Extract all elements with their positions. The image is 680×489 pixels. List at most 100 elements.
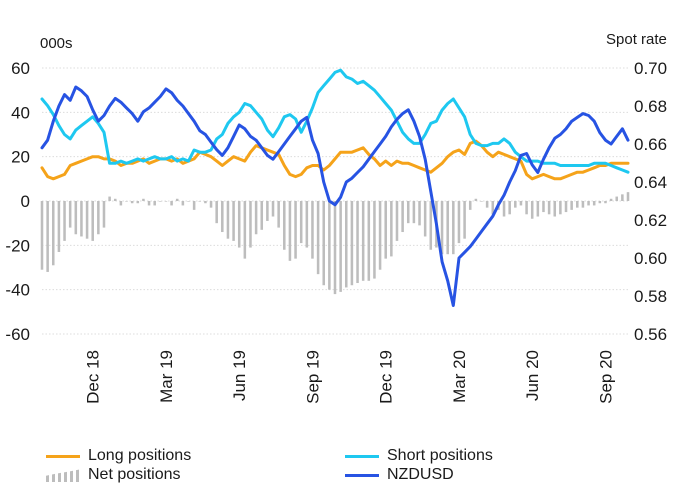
net-swatch — [46, 469, 80, 482]
net-position-bar — [108, 196, 111, 201]
net-position-bar — [390, 201, 393, 257]
net-position-bar — [581, 201, 585, 208]
net-position-bar — [626, 192, 630, 201]
left-tick-label: 60 — [11, 59, 30, 78]
net-position-bar — [463, 201, 466, 239]
net-position-bar — [113, 198, 117, 201]
net-position-bar — [530, 201, 534, 219]
net-position-bar — [254, 201, 258, 235]
x-tick-label: Dec 18 — [84, 350, 103, 404]
net-position-bar — [97, 201, 100, 235]
x-tick-label: Mar 20 — [450, 350, 469, 403]
net-position-bar — [384, 201, 387, 259]
net-position-bar — [294, 201, 297, 259]
net-position-bar — [175, 198, 179, 201]
net-position-bar — [215, 201, 218, 224]
net-position-bar — [130, 201, 134, 204]
legend-short: Short positions — [345, 447, 493, 465]
right-tick-label: 0.68 — [634, 97, 667, 116]
net-position-bar — [153, 201, 156, 206]
right-tick-label: 0.58 — [634, 287, 667, 306]
net-position-bar — [615, 196, 618, 201]
right-axis-unit: Spot rate — [606, 31, 667, 48]
legend-net: Net positions — [46, 466, 181, 484]
net-position-bar — [142, 198, 145, 201]
net-position-bar — [559, 201, 562, 215]
net-position-bar — [311, 201, 314, 259]
net-position-bar — [63, 201, 66, 241]
net-position-bar — [159, 201, 162, 202]
right-tick-label: 0.60 — [634, 249, 667, 268]
net-position-bar — [102, 201, 106, 228]
net-position-bar — [553, 201, 557, 217]
right-axis-ticks: 0.70 0.68 0.66 0.64 0.62 0.60 0.58 0.56 — [634, 59, 667, 344]
net-position-bar — [547, 201, 551, 215]
net-position-bar — [542, 201, 545, 213]
net-position-bar — [576, 201, 579, 208]
net-position-bar — [412, 201, 416, 224]
net-position-bar — [198, 201, 202, 202]
short-swatch — [345, 454, 379, 458]
net-position-bar — [491, 201, 495, 215]
series-lines — [40, 68, 630, 307]
net-position-bar — [621, 194, 624, 201]
net-position-bar — [299, 201, 303, 244]
net-position-bar — [367, 201, 371, 281]
net-position-bar — [322, 201, 325, 286]
net-position-bar — [266, 201, 269, 221]
net-position-bar — [277, 201, 280, 228]
net-position-bar — [356, 201, 359, 284]
net-position-bar — [271, 201, 275, 217]
nzdusd-swatch — [345, 473, 379, 477]
left-axis-ticks: 60 40 20 0 -20 -40 -60 — [5, 59, 30, 344]
legend-nzdusd-label: NZDUSD — [387, 466, 454, 483]
net-position-bar — [204, 201, 207, 204]
net-position-bar — [147, 201, 151, 206]
net-position-bar — [125, 201, 128, 202]
net-position-bar — [401, 201, 404, 233]
long-positions-line — [40, 139, 630, 181]
left-tick-label: 20 — [11, 148, 30, 167]
net-position-bar — [85, 201, 89, 239]
right-tick-label: 0.62 — [634, 211, 667, 230]
net-position-bar — [181, 201, 185, 206]
net-position-bar — [249, 201, 252, 248]
net-position-bar — [187, 201, 190, 202]
net-position-bar — [164, 201, 168, 202]
net-position-bar — [378, 201, 382, 270]
x-axis-ticks: Dec 18 Mar 19 Jun 19 Sep 19 Dec 19 Mar 20 Jun … — [84, 350, 616, 404]
net-position-bar — [446, 201, 449, 255]
net-position-bar — [480, 201, 483, 202]
net-position-bar — [80, 201, 83, 237]
net-position-bar — [598, 201, 602, 204]
net-position-bar — [508, 201, 511, 215]
x-tick-label: Dec 19 — [377, 350, 396, 404]
net-position-bar — [474, 198, 478, 201]
net-position-bar — [452, 201, 455, 255]
x-tick-label: Jun 20 — [523, 350, 542, 401]
net-position-bar — [305, 201, 309, 248]
net-position-bar — [604, 201, 607, 204]
right-tick-label: 0.70 — [634, 59, 667, 78]
x-tick-label: Jun 19 — [230, 350, 249, 401]
left-tick-label: -60 — [5, 325, 30, 344]
net-position-bar — [288, 201, 292, 261]
net-position-bar — [328, 201, 331, 290]
net-position-bar — [502, 201, 506, 217]
net-position-bar — [592, 201, 596, 206]
net-position-bar — [406, 201, 410, 224]
net-position-bar — [119, 201, 123, 206]
x-tick-label: Sep 20 — [596, 350, 615, 404]
right-tick-label: 0.56 — [634, 325, 667, 344]
net-position-bar — [243, 201, 247, 259]
net-position-bar — [423, 201, 427, 237]
net-position-bar — [209, 201, 213, 208]
net-position-bar — [373, 201, 376, 279]
x-tick-label: Sep 19 — [303, 350, 322, 404]
net-position-bar — [316, 201, 320, 275]
chart: 60 40 20 0 -20 -40 -60 0.70 0.68 0.66 0.64 0.62 0.6… — [5, 31, 667, 404]
net-position-bar — [468, 201, 472, 210]
net-position-bar — [457, 201, 461, 244]
net-position-bar — [333, 201, 337, 295]
net-position-bar — [345, 201, 348, 288]
